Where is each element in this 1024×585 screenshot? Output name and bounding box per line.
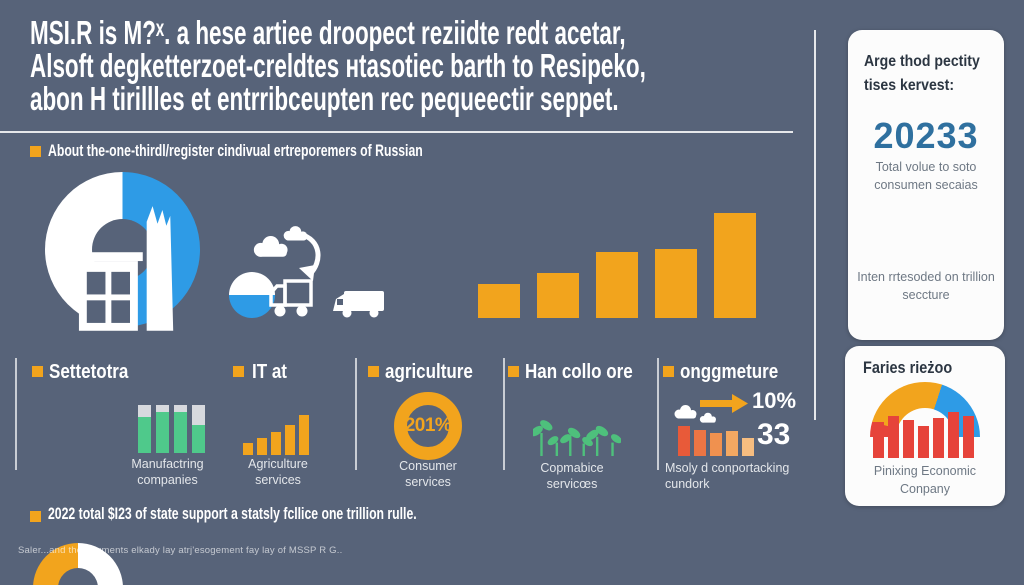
category-header-text: agriculture [385,361,473,383]
bar [174,405,187,453]
bar [933,418,944,458]
footer-highlight: 2022 total $I23 of state support a stats… [48,504,560,524]
cloud-small-icon [674,405,697,419]
bar [873,422,884,458]
heading-line-3: abon H tirillles et entrribceupten rec p… [30,80,619,117]
economy-card: Faries rieżoo Pinixing Economic Conpany [845,346,1005,506]
cloud-small-icon [699,412,716,423]
section-note-text: About the-one-thirdl/register cindivual … [48,141,423,160]
category-header-text: onggmeture [680,361,779,383]
decline-bar-chart [678,424,754,456]
count-value: 33 [757,418,791,451]
bar [655,249,697,318]
sidebar-divider [814,30,816,420]
percent-ring-value: 201% [404,415,452,436]
category-label-copmabice: Copmabice servicœs [540,461,604,492]
building-icon [76,206,174,331]
bar [192,405,205,453]
bar [714,213,756,318]
truck-outline-icon [269,279,313,317]
category-bullet-icon [508,366,519,377]
truck-solid-icon [333,291,384,318]
bar [537,273,579,318]
category-label-agriculture-services: Agriculture services [248,457,308,488]
category-bullet-icon [32,366,43,377]
heading-line-1: MSI.R is M?ˣ. a hese artiee droopect rez… [30,14,626,51]
stat-card-title: Arge thod pectity tises kervest: [864,53,980,94]
bar [948,412,959,458]
category-header-it: IT at [252,361,293,384]
half-filled-ball-icon [229,272,275,318]
bar [678,426,690,456]
growth-bar-chart [478,212,758,318]
percent-ring-icon: 201% [394,392,462,460]
bar [138,405,151,453]
bar [888,416,899,458]
economy-card-caption: Pinixing Economic Conpany [873,464,977,497]
economy-card-title: Faries rieżoo [863,358,993,378]
bar [742,438,754,456]
category-label-msoly: Msoly d conportacking cundork [665,461,790,492]
heading-divider [0,131,793,133]
footer-bullet-icon [30,511,41,522]
bar [271,432,281,455]
stat-card: Arge thod pectity tises kervest: 20233 T… [848,30,1004,340]
it-bar-chart [243,415,309,455]
heading-line-2: Alsoft degketterzoet-creldtes нtasotiec … [30,47,646,84]
category-header-agriculture: agriculture [385,361,488,384]
section-note: About the-one-thirdl/register cindivual … [48,141,808,161]
percent-value: 10% [752,388,797,413]
bar [156,405,169,453]
bar [478,284,520,318]
category-header-text: IT at [252,361,287,383]
footer-fine-print: Saler...and the douments elkady lay atrj… [18,545,343,556]
economy-card-title-text: Faries rieżoo [863,358,953,377]
bar [918,426,929,458]
bar [963,416,974,458]
bar [257,438,267,455]
column-divider [657,358,659,470]
category-header-onggmeture: onggmeture [680,361,796,384]
manufacturing-bar-chart [138,405,205,453]
bar [726,431,738,456]
bar [285,425,295,455]
column-divider [15,358,17,470]
sprouts-icon [533,420,621,456]
category-label-manufacturing: Manufactring companies [131,457,204,488]
bar [596,252,638,318]
donut-hole [58,568,98,585]
bar [694,430,706,456]
stat-card-number: 20233 [873,115,979,156]
stat-card-note: Inten rrtesoded on trillion seccture [857,270,995,303]
category-bullet-icon [368,366,379,377]
main-heading: MSI.R is M?ˣ. a hese artiee droopect rez… [30,16,1010,115]
stat-card-caption: Total volue to soto consumen secaias [874,160,978,193]
section-note-bullet-icon [30,146,41,157]
column-divider [355,358,357,470]
category-bullet-icon [233,366,244,377]
category-header-settetotra: Settetotra [49,361,142,384]
category-label-consumer-services: Consumer services [399,459,457,490]
category-header-han: Han collo ore [525,361,652,384]
cloud-icon [253,236,288,257]
category-header-text: Settetotra [49,361,129,383]
bar [243,443,253,455]
economy-bar-chart [873,410,977,458]
category-header-text: Han collo ore [525,361,633,383]
bar [710,433,722,456]
transfer-arrow-icon [297,231,321,281]
bar [903,420,914,458]
footer-highlight-text: 2022 total $I23 of state support a stats… [48,504,417,523]
trend-arrow-icon [700,394,748,413]
category-bullet-icon [663,366,674,377]
bar [299,415,309,455]
column-divider [503,358,505,470]
